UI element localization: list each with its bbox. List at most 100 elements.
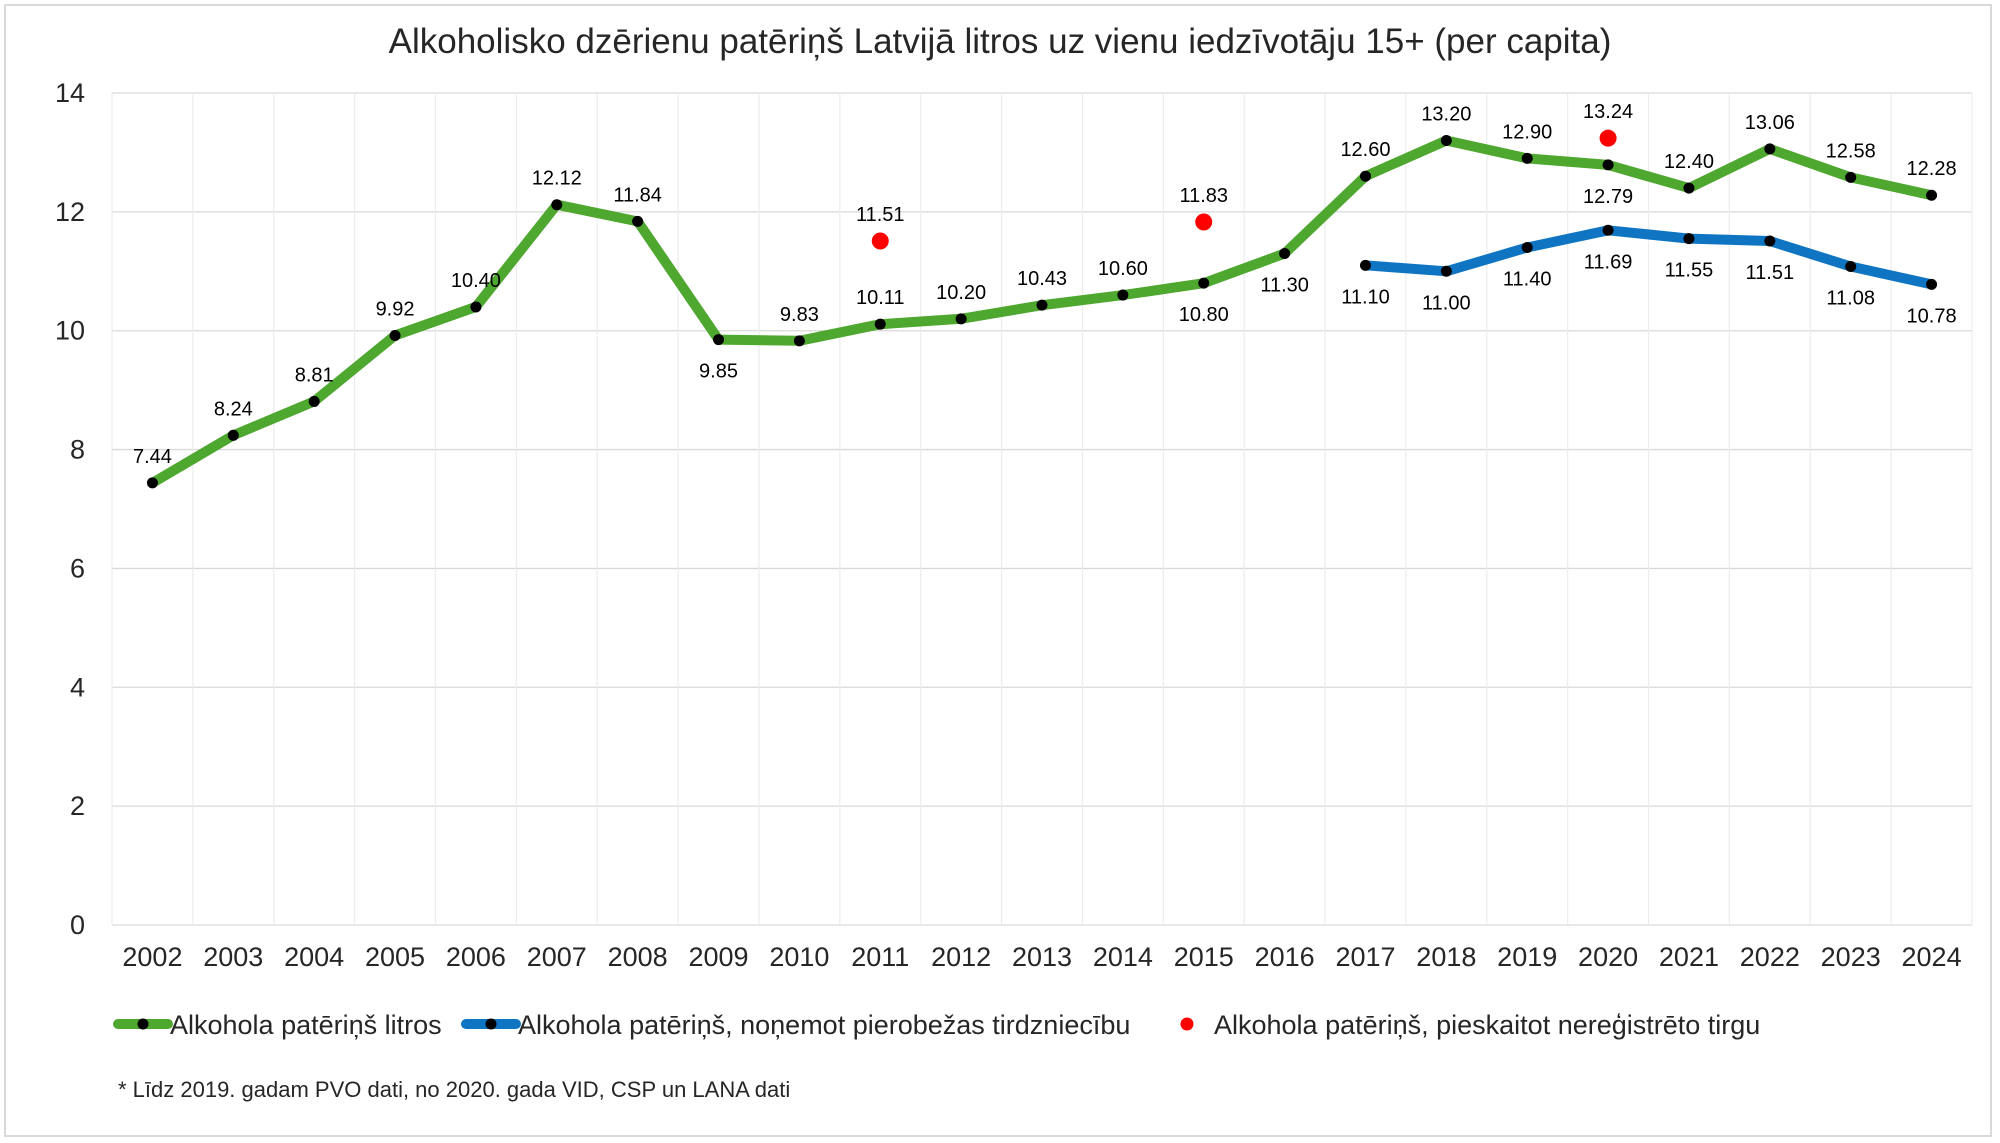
- data-label: 12.40: [1664, 151, 1714, 173]
- x-tick-label: 2020: [1578, 942, 1638, 972]
- data-point: [793, 335, 805, 347]
- data-label: 8.24: [214, 398, 253, 420]
- data-label: 12.58: [1826, 140, 1876, 162]
- data-point: [1683, 182, 1695, 194]
- data-point: [227, 429, 239, 441]
- data-point: [1683, 233, 1695, 245]
- data-label: 12.60: [1340, 139, 1390, 161]
- x-tick-label: 2012: [931, 942, 991, 972]
- data-point: [632, 215, 644, 227]
- y-tick-label: 2: [70, 791, 85, 821]
- y-tick-label: 8: [70, 435, 85, 465]
- x-tick-label: 2015: [1174, 942, 1234, 972]
- x-tick-label: 2016: [1255, 942, 1315, 972]
- x-tick-label: 2024: [1902, 942, 1962, 972]
- data-point: [470, 301, 482, 313]
- data-point: [1764, 143, 1776, 155]
- data-label: 10.78: [1907, 305, 1957, 327]
- y-tick-label: 10: [55, 316, 85, 346]
- data-label: 12.79: [1583, 186, 1633, 208]
- data-point: [1117, 289, 1129, 301]
- x-tick-label: 2002: [122, 942, 182, 972]
- data-point: [1521, 152, 1533, 164]
- x-tick-label: 2006: [446, 942, 506, 972]
- x-tick-label: 2023: [1821, 942, 1881, 972]
- data-point: [1845, 261, 1857, 273]
- chart-title: Alkoholisko dzērienu patēriņš Latvijā li…: [389, 22, 1612, 61]
- x-tick-label: 2014: [1093, 942, 1153, 972]
- data-label: 11.69: [1584, 251, 1633, 273]
- x-tick-label: 2011: [851, 942, 909, 972]
- legend-label: Alkohola patēriņš, pieskaitot nereģistrē…: [1214, 1010, 1760, 1040]
- data-point: [389, 329, 401, 341]
- data-label: 11.51: [856, 204, 905, 226]
- y-tick-label: 4: [70, 672, 85, 702]
- data-point: [146, 477, 158, 489]
- legend-label: Alkohola patēriņš litros: [170, 1010, 442, 1040]
- data-point: [871, 232, 889, 250]
- x-tick-label: 2022: [1740, 942, 1800, 972]
- data-point: [1279, 247, 1291, 259]
- data-label: 12.90: [1502, 121, 1552, 143]
- legend-label: Alkohola patēriņš, noņemot pierobežas ti…: [518, 1010, 1130, 1040]
- data-label: 11.10: [1341, 286, 1390, 308]
- data-point: [1602, 224, 1614, 236]
- y-tick-label: 14: [55, 78, 85, 108]
- data-point: [308, 395, 320, 407]
- x-tick-label: 2010: [769, 942, 829, 972]
- x-axis-ticks: 2002 2003 2004 2005 2006 2007 2008 2009 2010 2011…: [122, 942, 1961, 972]
- data-label: 11.83: [1179, 185, 1228, 207]
- data-point: [1359, 259, 1371, 271]
- data-label: 7.44: [133, 446, 172, 468]
- data-label: 13.06: [1745, 112, 1795, 134]
- data-point: [1926, 189, 1938, 201]
- x-tick-label: 2017: [1335, 942, 1395, 972]
- y-tick-label: 0: [70, 910, 85, 940]
- data-point: [1599, 129, 1617, 147]
- data-point: [713, 334, 725, 346]
- data-label: 10.11: [856, 287, 905, 309]
- x-tick-label: 2013: [1012, 942, 1072, 972]
- y-tick-label: 12: [55, 197, 85, 227]
- chart-frame: [4, 4, 1992, 1137]
- data-label: 11.84: [613, 184, 662, 206]
- data-point: [1359, 170, 1371, 182]
- data-point: [1036, 299, 1048, 311]
- data-label: 11.30: [1260, 274, 1309, 296]
- data-label: 10.43: [1017, 268, 1067, 290]
- data-label: 10.20: [936, 282, 986, 304]
- data-point: [1440, 265, 1452, 277]
- data-label: 9.83: [780, 304, 819, 326]
- data-label: 11.08: [1826, 288, 1875, 310]
- x-tick-label: 2007: [527, 942, 587, 972]
- x-tick-label: 2004: [284, 942, 344, 972]
- data-label: 13.24: [1583, 101, 1633, 123]
- data-label: 11.00: [1422, 292, 1471, 314]
- data-point: [874, 318, 886, 330]
- data-label: 10.40: [451, 270, 501, 292]
- data-label: 11.51: [1746, 262, 1795, 284]
- x-tick-label: 2018: [1416, 942, 1476, 972]
- legend-swatch-marker: [137, 1018, 149, 1030]
- data-label: 10.60: [1098, 258, 1148, 280]
- data-point: [1521, 242, 1533, 254]
- data-label: 12.28: [1907, 158, 1957, 180]
- x-tick-label: 2003: [203, 942, 263, 972]
- y-tick-label: 6: [70, 553, 85, 583]
- data-label: 9.92: [376, 298, 415, 320]
- data-label: 8.81: [295, 364, 334, 386]
- x-tick-label: 2019: [1497, 942, 1557, 972]
- data-point: [551, 199, 563, 211]
- x-tick-label: 2009: [688, 942, 748, 972]
- legend-swatch-marker: [485, 1018, 497, 1030]
- x-tick-label: 2021: [1659, 942, 1719, 972]
- data-point: [1440, 135, 1452, 147]
- data-label: 11.55: [1665, 260, 1714, 282]
- x-tick-label: 2008: [608, 942, 668, 972]
- data-point: [955, 313, 967, 325]
- data-label: 11.40: [1503, 269, 1552, 291]
- x-tick-label: 2005: [365, 942, 425, 972]
- data-point: [1195, 213, 1213, 231]
- series-line: [1360, 225, 1937, 290]
